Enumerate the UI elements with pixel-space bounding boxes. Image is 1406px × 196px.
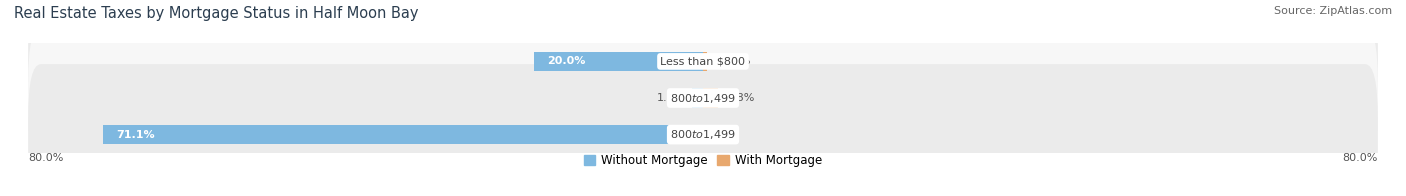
Text: Source: ZipAtlas.com: Source: ZipAtlas.com	[1274, 6, 1392, 16]
FancyBboxPatch shape	[28, 0, 1378, 132]
Legend: Without Mortgage, With Mortgage: Without Mortgage, With Mortgage	[583, 154, 823, 167]
Text: 1.3%: 1.3%	[657, 93, 685, 103]
FancyBboxPatch shape	[28, 28, 1378, 168]
Text: 71.1%: 71.1%	[115, 130, 155, 140]
Bar	[703, 88, 718, 108]
Text: $800 to $1,499: $800 to $1,499	[671, 128, 735, 141]
Text: Real Estate Taxes by Mortgage Status in Half Moon Bay: Real Estate Taxes by Mortgage Status in …	[14, 6, 419, 21]
Bar	[703, 52, 707, 71]
FancyBboxPatch shape	[28, 64, 1378, 196]
Text: 20.0%: 20.0%	[547, 56, 585, 66]
Text: 0.0%: 0.0%	[711, 130, 740, 140]
Bar	[103, 125, 703, 144]
Text: $800 to $1,499: $800 to $1,499	[671, 92, 735, 104]
Text: 80.0%: 80.0%	[28, 153, 63, 163]
Text: 0.49%: 0.49%	[716, 56, 751, 66]
Text: 1.8%: 1.8%	[727, 93, 755, 103]
Text: 80.0%: 80.0%	[1343, 153, 1378, 163]
Text: Less than $800: Less than $800	[661, 56, 745, 66]
Bar	[534, 52, 703, 71]
Bar	[692, 88, 703, 108]
